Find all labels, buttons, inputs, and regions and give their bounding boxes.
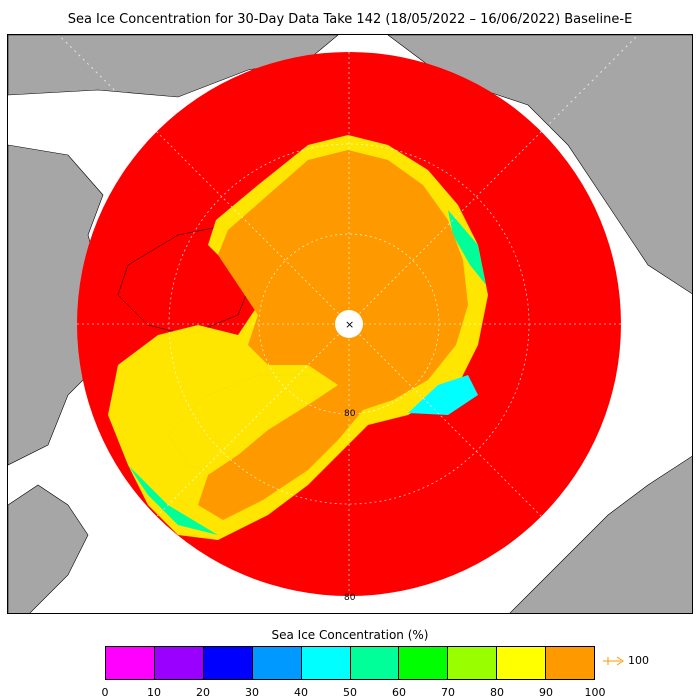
legend-swatch <box>203 647 253 679</box>
arrow-icon <box>603 656 624 665</box>
legend-swatch <box>154 647 204 679</box>
legend-swatch <box>252 647 302 679</box>
legend-swatch <box>546 647 595 679</box>
ice-core <box>198 150 468 520</box>
map-title: Sea Ice Concentration for 30-Day Data Ta… <box>67 12 633 27</box>
legend-title: Sea Ice Concentration (%) <box>271 628 429 642</box>
legend-tick-label: 90 <box>539 686 553 699</box>
legend-swatch <box>106 647 155 679</box>
outer-graticule <box>57 35 639 133</box>
legend-tick-label: 30 <box>245 686 259 699</box>
legend-tick-label: 20 <box>196 686 210 699</box>
legend-overflow-label: 100 <box>628 654 649 667</box>
legend-tick-label: 70 <box>441 686 455 699</box>
legend-tick-label: 60 <box>392 686 406 699</box>
latitude-label-80-upper: 80 <box>344 409 356 419</box>
legend-tick-label: 80 <box>490 686 504 699</box>
legend-colorbar <box>105 646 595 680</box>
legend-tick-label: 50 <box>343 686 357 699</box>
legend-overflow: 100 <box>603 654 649 667</box>
latitude-label-80-lower: 80 <box>344 593 356 603</box>
legend-swatch <box>301 647 351 679</box>
legend-tick-label: 10 <box>147 686 161 699</box>
land-outside-disc <box>8 35 692 613</box>
legend-tick-label: 0 <box>101 686 109 699</box>
legend-tick-label: 100 <box>584 686 606 699</box>
legend-swatch <box>448 647 498 679</box>
legend-swatch <box>497 647 547 679</box>
polar-map: 80 80 × <box>7 34 693 614</box>
pole-marker: × <box>345 318 354 331</box>
legend-swatch <box>350 647 400 679</box>
graticule <box>77 52 621 596</box>
legend-swatch <box>399 647 449 679</box>
legend-tick-label: 40 <box>294 686 308 699</box>
